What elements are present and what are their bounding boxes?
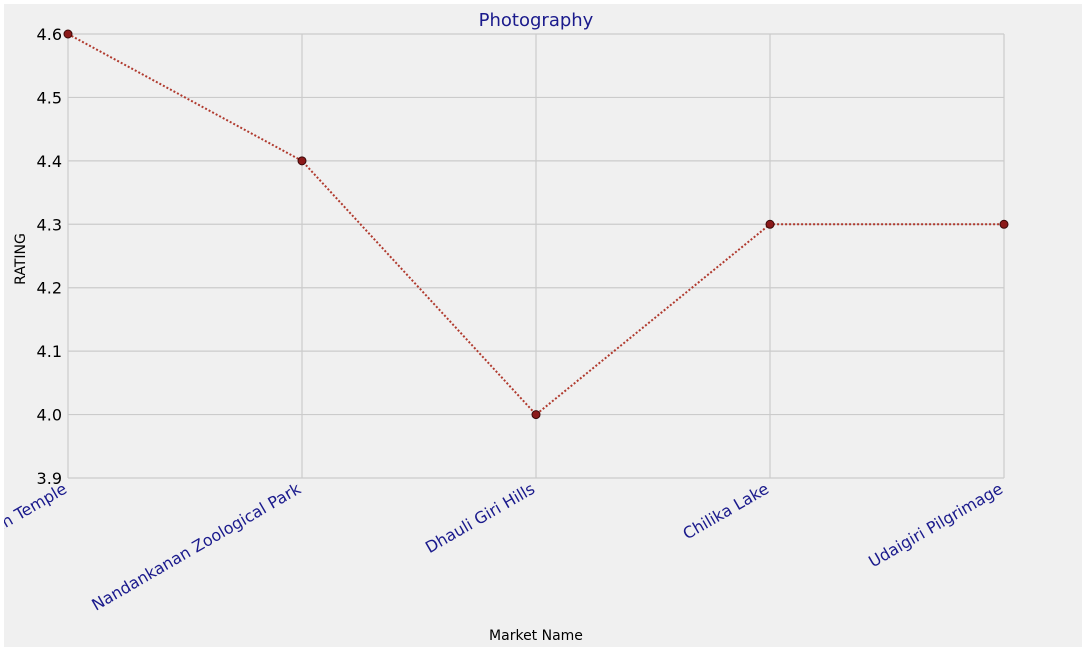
x-tick-label: Udaigiri Pilgrimage — [865, 479, 1006, 571]
y-tick-label: 3.9 — [37, 469, 62, 488]
x-axis-label: Market Name — [489, 628, 583, 644]
x-tick-label: Sun Temple — [4, 479, 70, 542]
x-tick-label: Nandankanan Zoological Park — [88, 479, 304, 615]
x-tick-label: Dhauli Giri Hills — [422, 479, 538, 557]
data-point — [297, 156, 307, 166]
data-point — [765, 219, 775, 229]
line-chart: 3.9 4.0 4.1 4.2 4.3 4.4 4.5 4.6 Sun Temple Nanda… — [4, 10, 1009, 644]
y-tick-label: 4.0 — [37, 406, 62, 425]
chart-title: Photography — [479, 10, 594, 31]
data-point — [999, 219, 1009, 229]
grid — [67, 33, 1005, 479]
y-tick-label: 4.5 — [37, 88, 62, 107]
y-tick-label: 4.2 — [37, 279, 62, 298]
series-line — [67, 33, 1004, 416]
y-tick-label: 4.3 — [37, 215, 62, 234]
y-tick-label: 4.6 — [37, 25, 62, 44]
data-point — [63, 29, 73, 39]
data-markers — [63, 29, 1009, 420]
data-point — [531, 410, 541, 420]
y-axis-ticks: 3.9 4.0 4.1 4.2 4.3 4.4 4.5 4.6 — [37, 25, 62, 488]
x-axis-ticks: Sun Temple Nandankanan Zoological Park Dha… — [4, 479, 1006, 615]
y-tick-label: 4.4 — [37, 152, 62, 171]
x-tick-label: Chilika Lake — [680, 479, 772, 543]
chart-area: 3.9 4.0 4.1 4.2 4.3 4.4 4.5 4.6 Sun Temple Nanda… — [4, 4, 1082, 647]
y-tick-label: 4.1 — [37, 342, 62, 361]
y-axis-label: RATING — [13, 233, 29, 285]
series-polyline — [67, 33, 1004, 416]
